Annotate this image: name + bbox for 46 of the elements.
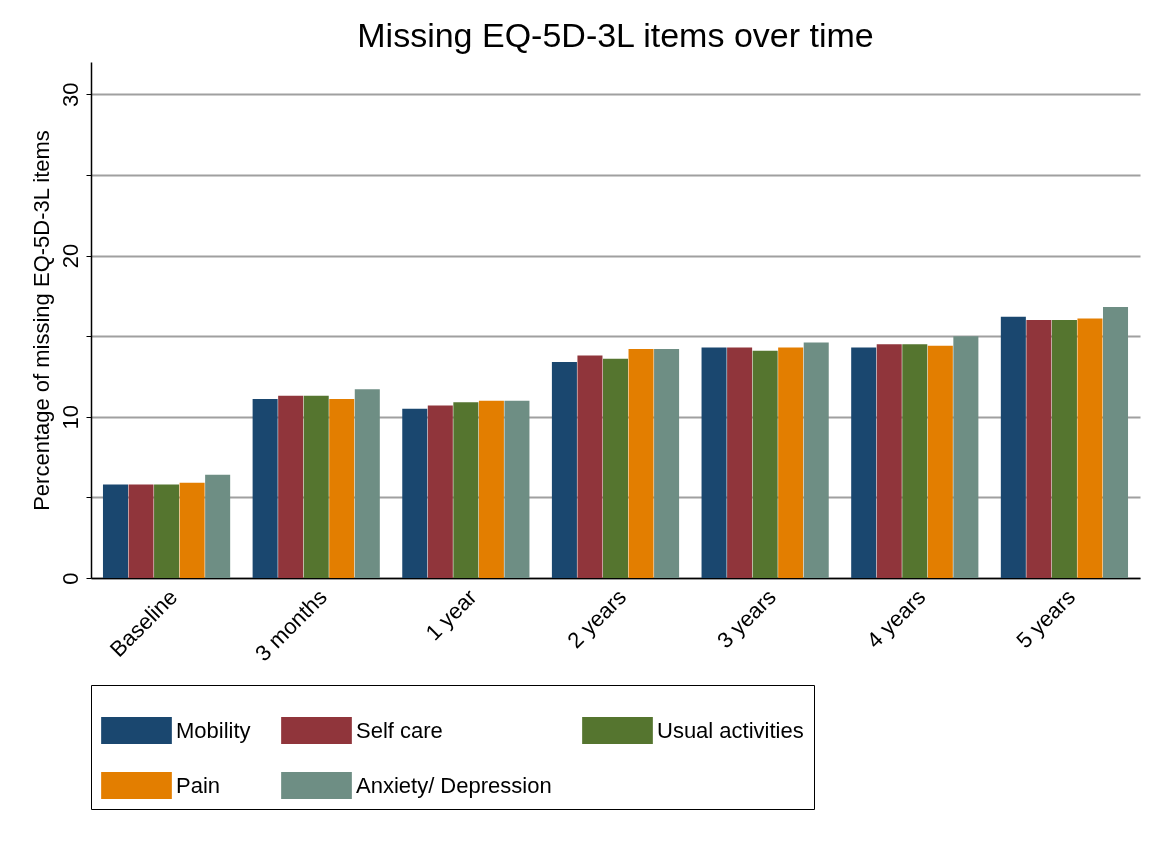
bar	[354, 389, 380, 578]
bar	[478, 400, 504, 578]
bar	[128, 484, 154, 578]
legend-label: Self care	[356, 717, 443, 743]
legend-label: Mobility	[176, 717, 251, 743]
bar	[453, 402, 479, 578]
bar	[205, 474, 231, 578]
bar	[577, 355, 603, 578]
bar	[303, 395, 329, 578]
bar	[701, 347, 727, 578]
bar	[602, 358, 629, 578]
bar	[402, 408, 428, 578]
bar	[1000, 316, 1026, 578]
y-tick-label: 10	[57, 405, 83, 430]
bar	[278, 395, 304, 578]
bar	[1051, 320, 1077, 578]
y-axis-title: Percentage of missing EQ-5D-3L items	[28, 130, 54, 511]
bar	[752, 350, 778, 578]
bar	[902, 344, 928, 578]
legend-label: Pain	[176, 772, 221, 798]
bar	[628, 349, 654, 578]
bar	[1103, 307, 1129, 578]
bar	[1026, 320, 1052, 578]
bar	[876, 344, 902, 578]
legend-label: Anxiety/ Depression	[356, 772, 552, 798]
bar	[1077, 318, 1103, 578]
bar	[953, 336, 979, 578]
bar	[851, 347, 877, 578]
bar	[329, 399, 355, 578]
bar	[927, 345, 953, 578]
bar	[504, 400, 530, 578]
bar	[654, 349, 680, 578]
bar	[803, 342, 829, 578]
chart-title: Missing EQ-5D-3L items over time	[357, 16, 874, 54]
bar	[727, 347, 753, 578]
y-tick-label: 30	[57, 82, 83, 107]
bar	[252, 399, 278, 578]
bar	[427, 405, 453, 578]
y-tick-label: 20	[57, 243, 83, 269]
y-tick-label: 0	[57, 572, 83, 585]
bar	[179, 482, 205, 578]
legend-label: Usual activities	[657, 717, 804, 743]
bar	[102, 484, 128, 578]
bar	[154, 484, 180, 578]
bar	[551, 361, 577, 578]
bar	[778, 347, 804, 578]
